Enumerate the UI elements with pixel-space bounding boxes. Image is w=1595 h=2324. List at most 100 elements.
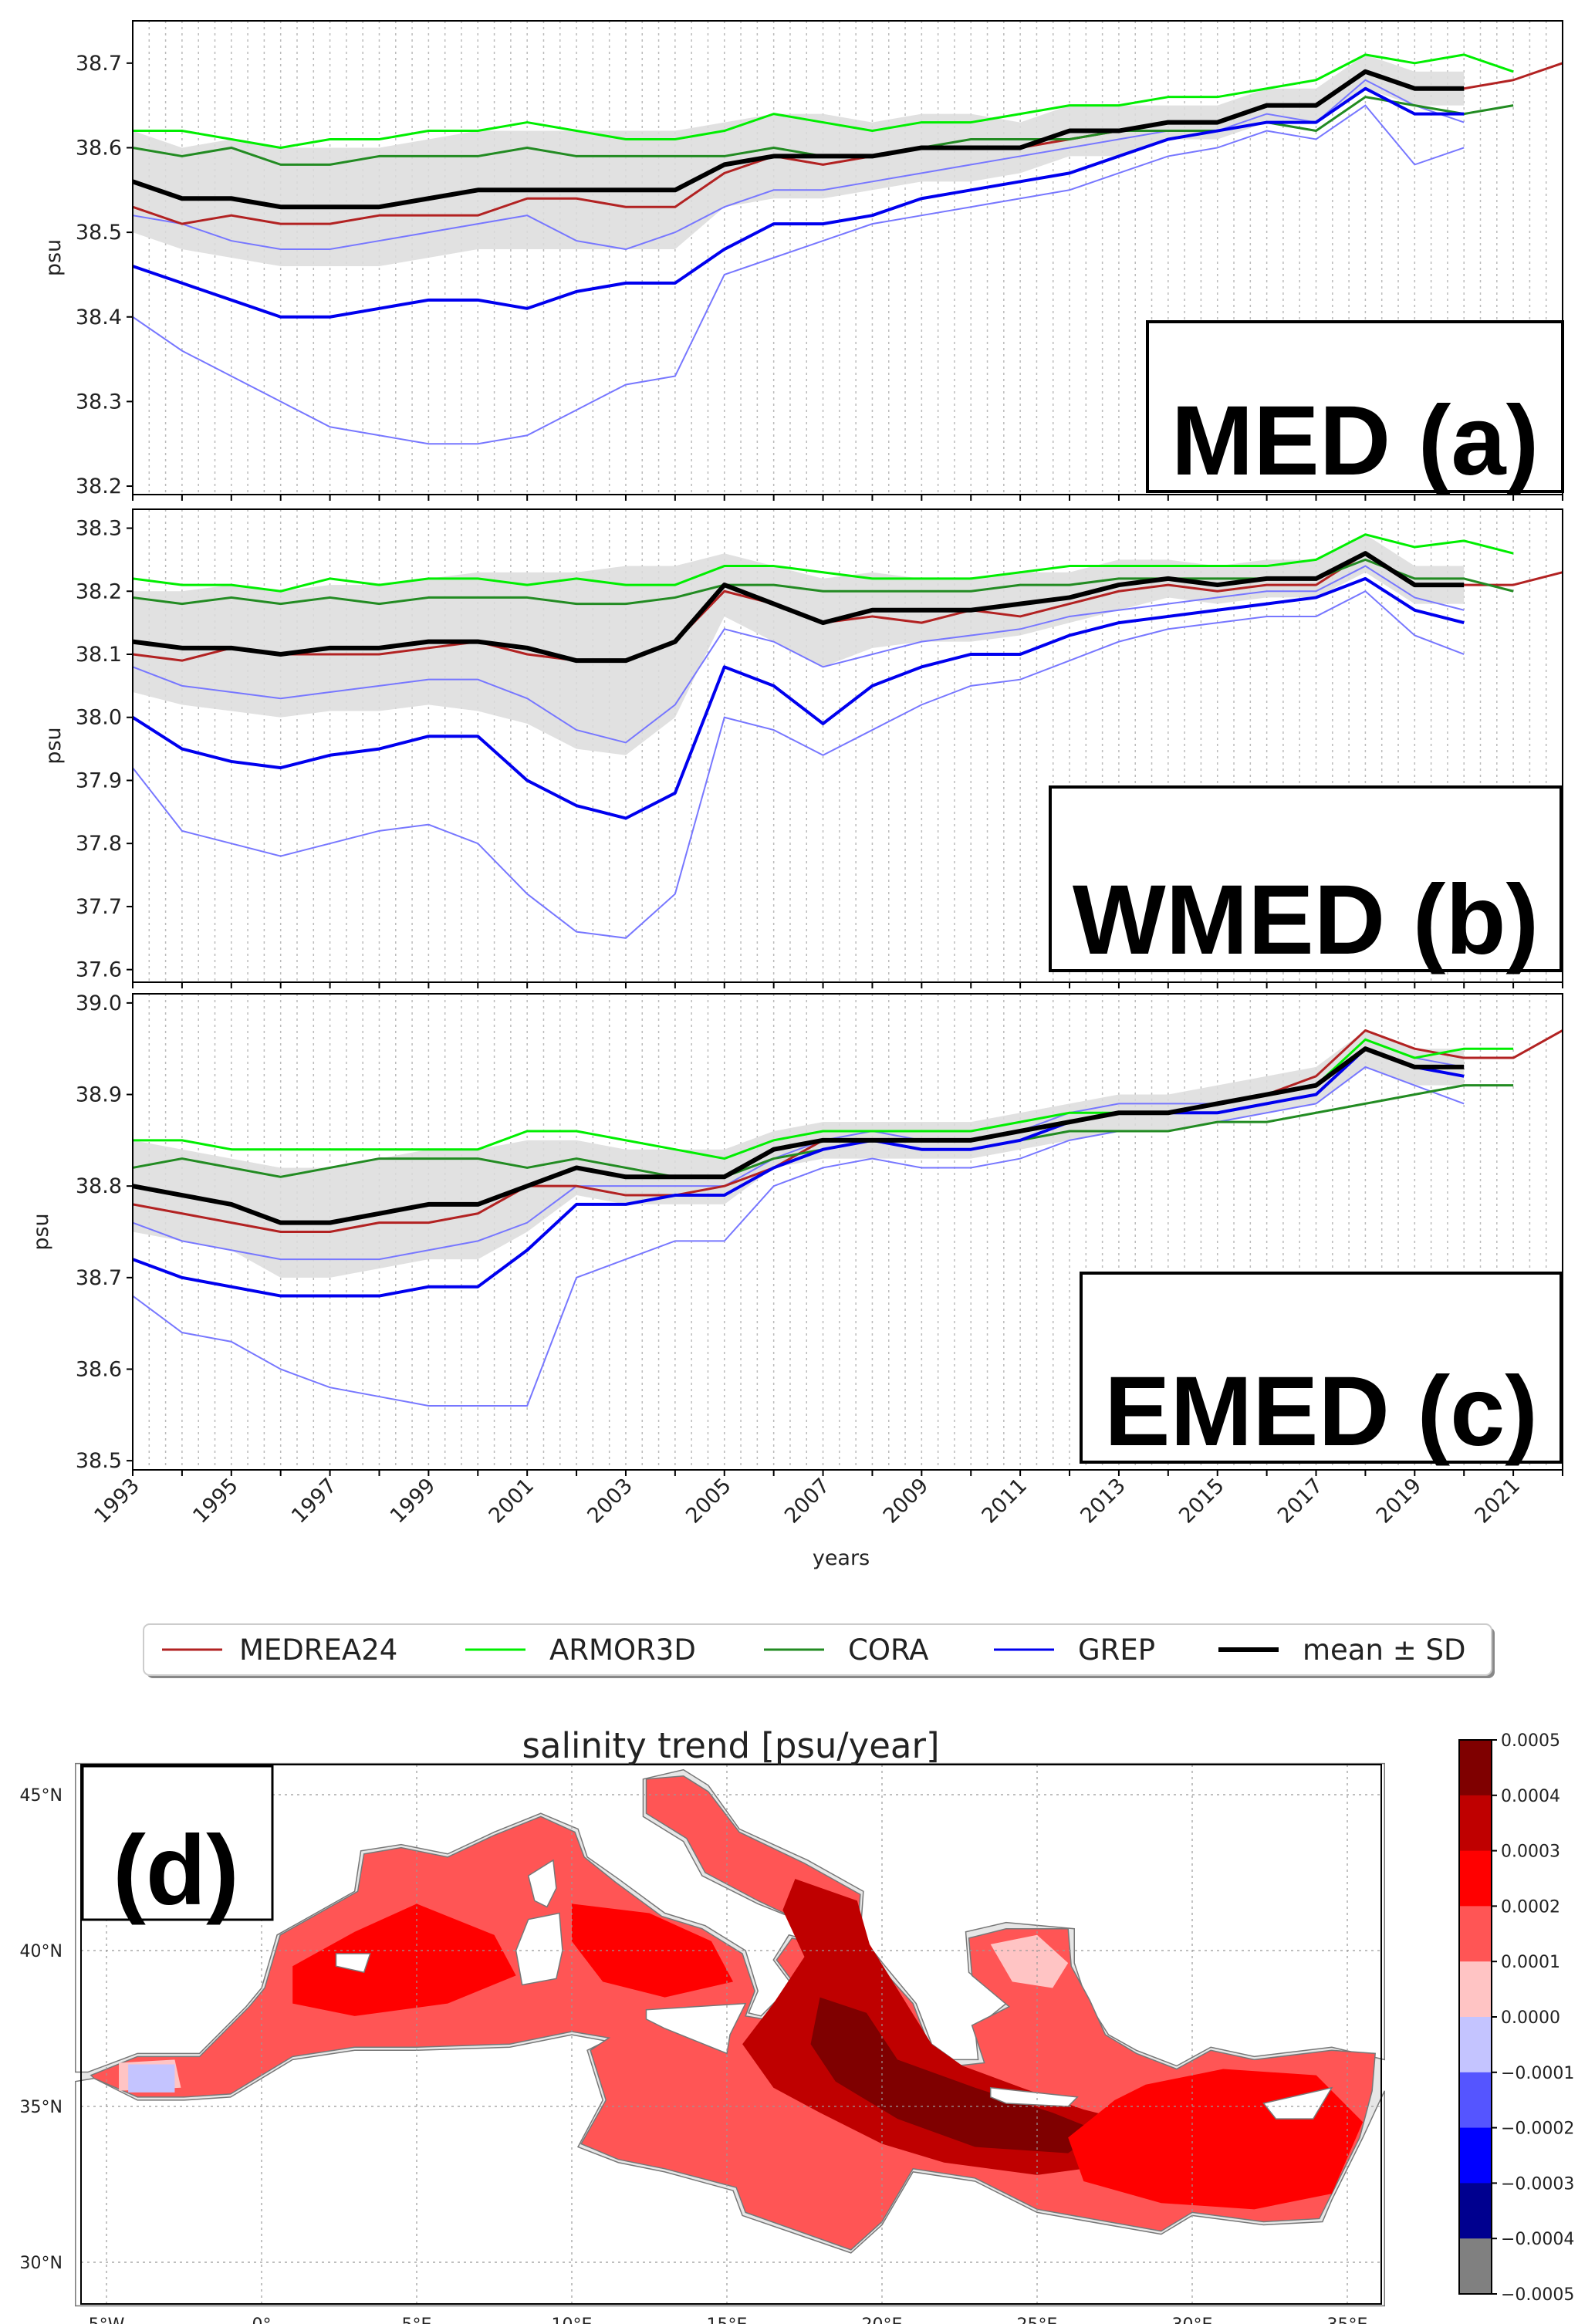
y-tick-label: 38.6 [76, 136, 122, 160]
panel-label-box [1146, 320, 1564, 493]
y-tick-label: 38.3 [76, 390, 122, 414]
panel-label: WMED (b) [1073, 865, 1539, 975]
grep-member-line [132, 565, 1465, 744]
legend-label: CORA [848, 1633, 928, 1667]
y-tick-label: 39.0 [76, 991, 122, 1015]
series-line-mean [132, 69, 1465, 210]
panel-label: (d) [113, 1816, 238, 1926]
plot-frame [132, 20, 1563, 495]
legend-label: mean ± SD [1303, 1633, 1465, 1667]
colorbar-tick-label: 0.0003 [1501, 1843, 1560, 1862]
land-north [75, 1762, 1385, 2073]
colorbar-segment [1459, 1961, 1492, 2018]
y-tick-label: 38.0 [76, 706, 122, 730]
y-tick-label: 38.6 [76, 1357, 122, 1381]
lon-tick-label: 5°E [402, 2316, 432, 2324]
x-axis-label: years [813, 1546, 870, 1570]
y-axis-label: psu [42, 239, 66, 276]
lon-tick-label: 0° [252, 2316, 272, 2324]
island [335, 1953, 371, 1974]
x-tick-label: 2015 [1174, 1474, 1229, 1529]
colorbar-tick-label: 0.0004 [1501, 1787, 1560, 1806]
colorbar: 0.0005 0.0004 0.0003 0.0002 0.0001 0.0000 −0.0… [1458, 1731, 1574, 2305]
legend-label: GREP [1078, 1633, 1155, 1667]
y-tick-label: 38.9 [76, 1083, 122, 1107]
panel-label-box [1080, 1272, 1563, 1464]
lat-tick-label: 45°N [20, 1786, 63, 1805]
colorbar-tick-label: 0.0000 [1501, 2008, 1560, 2028]
colorbar-segment [1459, 1740, 1492, 1796]
lon-tick-label: 10°E [552, 2316, 593, 2324]
colorbar-segment [1459, 2017, 1492, 2073]
map-title: salinity trend [psu/year] [522, 1725, 939, 1766]
lat-tick-label: 40°N [20, 1942, 63, 1961]
grep-member-line [132, 104, 1465, 445]
series-line-armor3d [132, 533, 1514, 593]
lon-tick-label: 25°E [1017, 2316, 1058, 2324]
grep-member-line [132, 1066, 1465, 1407]
y-tick-label: 37.7 [76, 895, 122, 919]
colorbar-tick-label: −0.0002 [1501, 2120, 1574, 2139]
x-tick-label: 1995 [188, 1474, 243, 1529]
legend-label: ARMOR3D [549, 1633, 696, 1667]
y-tick-label: 38.5 [76, 1449, 122, 1473]
trend-region [572, 1903, 734, 1998]
series-line-grep [132, 1047, 1465, 1298]
x-tick-label: 2005 [681, 1474, 736, 1529]
y-tick-label: 38.7 [76, 1266, 122, 1290]
colorbar-segment [1459, 1850, 1492, 1907]
y-tick-label: 38.7 [76, 52, 122, 76]
trend-region [128, 2064, 175, 2093]
colorbar-tick-label: 0.0005 [1501, 1731, 1560, 1751]
x-tick-label: 2009 [879, 1474, 934, 1529]
colorbar-segment [1459, 2072, 1492, 2129]
x-tick-label: 1993 [90, 1474, 144, 1529]
colorbar-segment [1459, 2238, 1492, 2295]
panel-label-box [1049, 785, 1563, 972]
x-tick-label: 2019 [1372, 1474, 1427, 1529]
x-tick-label: 2011 [978, 1474, 1032, 1529]
panel-emed: 38.5 38.6 38.7 38.8 38.9 39.0 psu EMED (c) 1993 1… [29, 991, 1563, 1570]
legend-label: MEDREA24 [239, 1633, 397, 1667]
lat-tick-label: 35°N [20, 2098, 63, 2117]
grep-member-line [132, 79, 1465, 251]
plot-frame [132, 508, 1563, 983]
series-line-mean [132, 1046, 1465, 1225]
colorbar-segment [1459, 2127, 1492, 2184]
island [1262, 2086, 1333, 2120]
series-line-armor3d [133, 53, 1514, 149]
y-tick-label: 37.6 [76, 958, 122, 982]
lon-tick-label: 5°W [89, 2316, 125, 2324]
lon-tick-label: 20°E [862, 2316, 903, 2324]
lon-tick-label: 15°E [707, 2316, 748, 2324]
trend-region [990, 1934, 1069, 1988]
x-tick-label: 2007 [780, 1474, 835, 1529]
lon-tick-label: 35°E [1327, 2316, 1368, 2324]
lat-tick-label: 30°N [20, 2254, 63, 2273]
island [515, 1912, 563, 1986]
plot-frame [132, 993, 1563, 1471]
trend-map: 5°W 0° 5°E 10°E 15°E 20°E 25°E 30°E 35°E 30°N 35°N… [20, 1725, 1385, 2324]
colorbar-segment [1459, 1906, 1492, 1962]
x-tick-label: 2001 [485, 1474, 539, 1529]
series-line-medrea24 [132, 552, 1563, 662]
colorbar-tick-label: −0.0004 [1501, 2230, 1574, 2249]
colorbar-tick-label: 0.0001 [1501, 1953, 1560, 1972]
island [645, 2002, 747, 2055]
colorbar-segment [1459, 1795, 1492, 1852]
land-south [75, 2034, 1385, 2307]
y-tick-label: 38.4 [76, 306, 122, 329]
y-tick-label: 38.3 [76, 517, 122, 541]
series-line-grep [132, 86, 1465, 319]
panel-wmed: 37.6 37.7 37.8 37.9 38.0 38.1 38.2 38.3 psu WMED … [42, 508, 1563, 988]
y-tick-label: 38.2 [76, 579, 122, 603]
y-tick-label: 38.8 [76, 1174, 122, 1198]
colorbar-tick-label: −0.0005 [1501, 2285, 1574, 2305]
y-axis-label: psu [29, 1213, 53, 1250]
x-tick-label: 2021 [1471, 1474, 1526, 1529]
y-tick-label: 37.9 [76, 768, 122, 792]
panel-med: 38.2 38.3 38.4 38.5 38.6 38.7 psu MED (a) [42, 20, 1564, 501]
y-tick-label: 38.1 [76, 643, 122, 667]
map-frame [80, 1764, 1382, 2305]
